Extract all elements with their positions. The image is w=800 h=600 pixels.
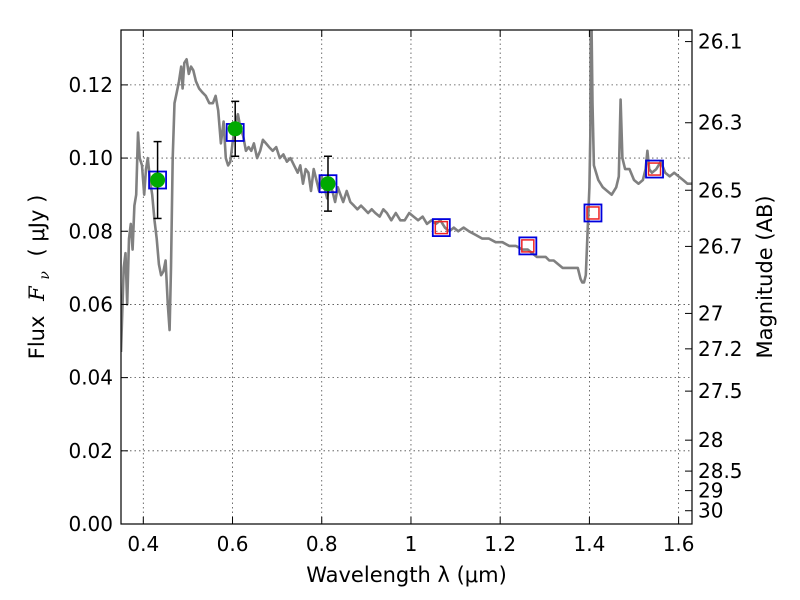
y2-tick-label: 26.7 (698, 234, 743, 258)
model-box-inner (647, 162, 662, 176)
model-box (583, 203, 603, 223)
y2-tick-label: 26.5 (698, 178, 743, 202)
observed-point (320, 176, 336, 192)
y-axis-label-symbol: F (25, 285, 49, 302)
x-tick-label: 1.4 (573, 532, 605, 556)
axes-frame (120, 29, 693, 525)
y2-tick-label: 27.5 (698, 379, 743, 403)
model-box-inner (434, 220, 449, 235)
observed-point (227, 121, 243, 137)
y2-axis-label: Magnitude (AB) (753, 195, 777, 358)
y-tick-label: 0.12 (68, 73, 113, 97)
y2-tick-label: 26.3 (698, 111, 743, 135)
x-tick-label: 0.4 (127, 532, 159, 556)
x-tick-label: 1.6 (663, 532, 695, 556)
model-box (645, 159, 664, 179)
y-axis-label-subscript: ν (37, 271, 53, 280)
observed-point (150, 172, 166, 188)
y-axis-label: Flux F ν ( μJy ) (25, 195, 54, 360)
y2-tick-label: 29 (698, 479, 723, 503)
y-tick-label: 0.04 (68, 366, 113, 390)
y2-tick-label: 27.2 (698, 337, 743, 361)
x-tick-label: 0.6 (217, 532, 249, 556)
y-tick-label: 0.06 (68, 292, 113, 316)
y2-tick-label: 27 (698, 301, 723, 325)
x-tick-label: 1 (405, 532, 418, 556)
y2-tick-label: 30 (698, 499, 723, 523)
y-axis-label-prefix: Flux (25, 316, 49, 360)
y2-tick-label: 26.1 (698, 30, 743, 54)
ticks: 0.4 0.6 0.8 1 1.2 1.4 1.6 0.00 0.02 0.04 0.06 0.08 0… (68, 30, 742, 556)
spectrum-line (121, 30, 692, 353)
y-axis-label-unit: ( μJy ) (25, 195, 49, 257)
plot-area (121, 30, 692, 353)
y-tick-label: 0.02 (68, 439, 113, 463)
y2-tick-label: 28.5 (698, 459, 743, 483)
y-tick-label: 0.00 (68, 512, 113, 536)
y-tick-label: 0.10 (68, 146, 113, 170)
model-box-inner (521, 239, 535, 253)
model-box-inner (586, 206, 600, 220)
x-tick-label: 1.2 (484, 532, 516, 556)
y2-tick-label: 28 (698, 428, 723, 452)
model-box (431, 218, 451, 238)
model-box (518, 236, 538, 256)
x-axis-label: Wavelength λ (μm) (306, 563, 507, 587)
x-tick-label: 0.8 (306, 532, 338, 556)
y-tick-label: 0.08 (68, 219, 113, 243)
